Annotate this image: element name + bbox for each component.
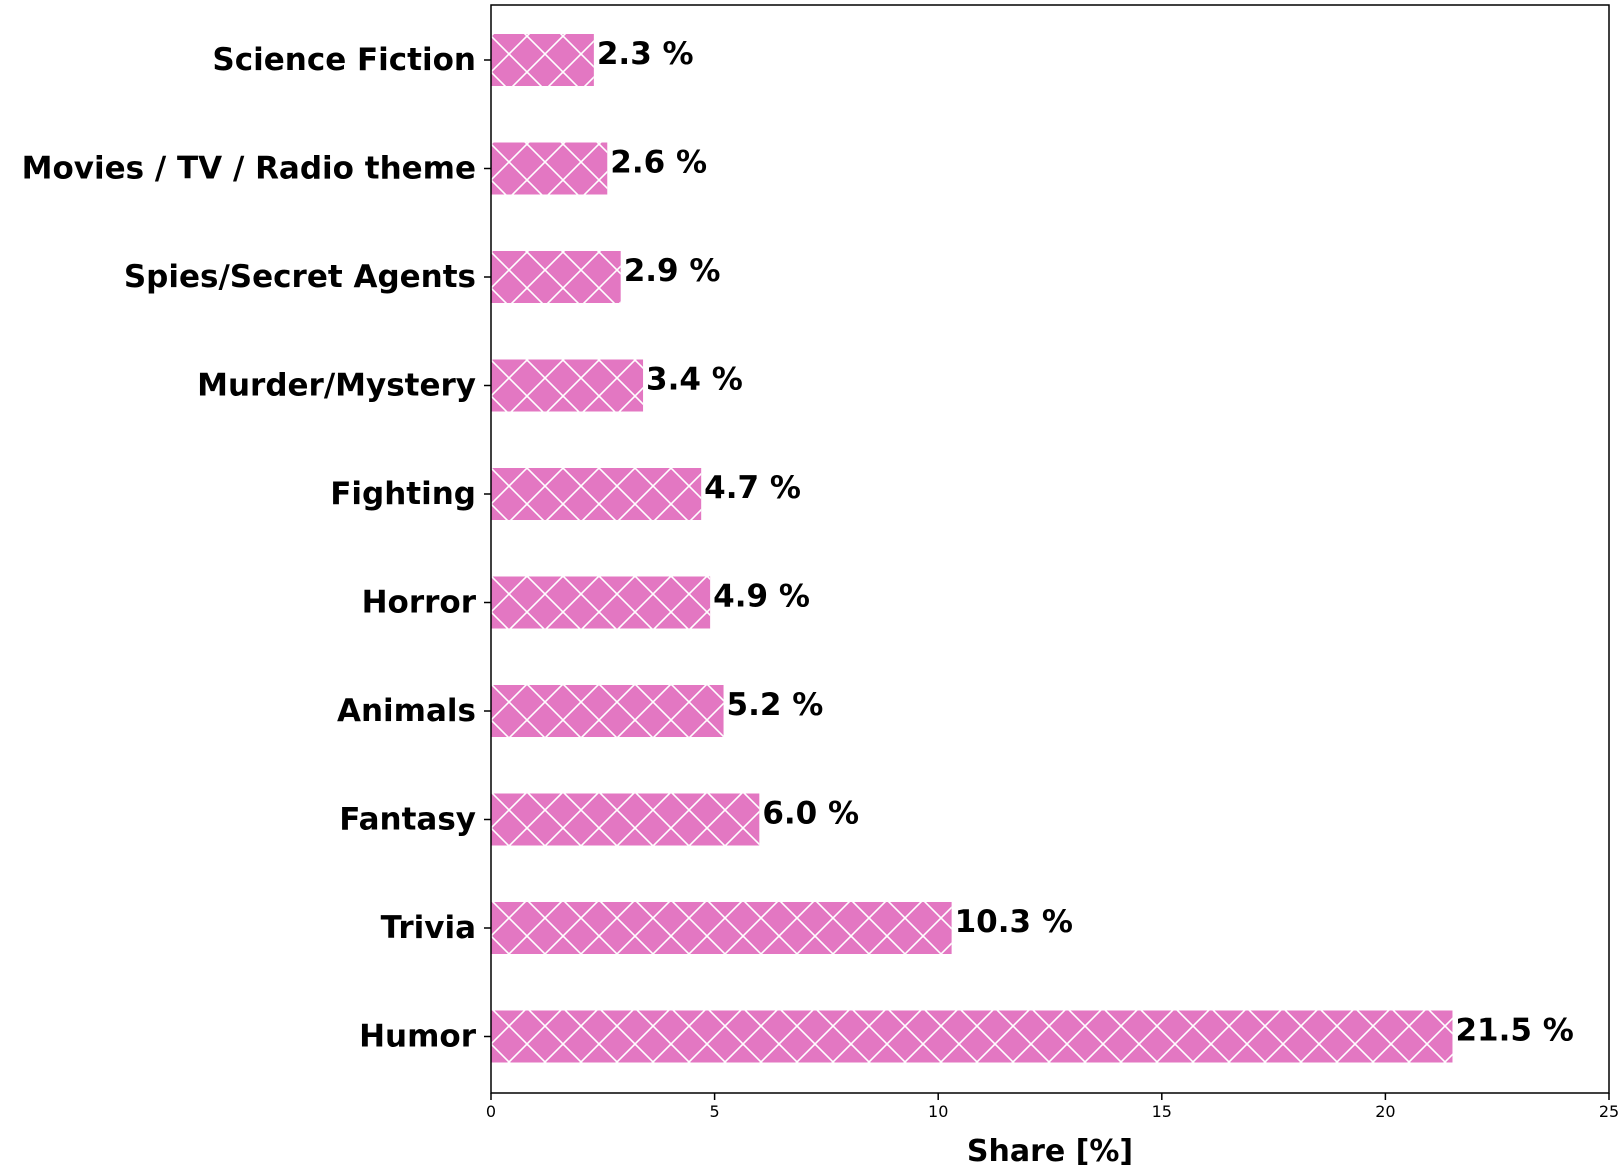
- category-label: Science Fiction: [212, 42, 476, 78]
- x-axis-title: Share [%]: [967, 1134, 1133, 1169]
- value-label: 3.4 %: [646, 362, 743, 398]
- value-label: 21.5 %: [1455, 1013, 1573, 1049]
- bar-hatch: [491, 685, 724, 737]
- plot-frame: [490, 4, 1610, 1094]
- bar-hatch: [491, 468, 702, 520]
- bars-layer: [491, 34, 1453, 1063]
- value-label: 4.9 %: [713, 579, 810, 615]
- value-label: 6.0 %: [762, 796, 859, 832]
- bar-hatch: [491, 793, 760, 846]
- category-label: Fantasy: [339, 802, 476, 838]
- value-label: 2.6 %: [610, 145, 707, 181]
- labels-layer: Science Fiction 2.3 % Movies / TV / Radio …: [22, 36, 1574, 1055]
- category-label: Horror: [362, 585, 477, 621]
- bar-hatch: [491, 34, 594, 86]
- value-label: 5.2 %: [727, 687, 824, 723]
- category-label: Murder/Mystery: [197, 368, 476, 404]
- value-label: 2.3 %: [597, 36, 694, 72]
- category-label: Animals: [337, 693, 476, 729]
- ticks-layer: 0 5 10 15 20 25: [484, 59, 1619, 1121]
- x-tick-label: 25: [1599, 1102, 1619, 1121]
- x-tick-label: 0: [486, 1102, 496, 1121]
- category-label: Trivia: [381, 910, 476, 946]
- category-label: Spies/Secret Agents: [124, 259, 476, 295]
- bar-hatch: [491, 576, 711, 629]
- bar-hatch: [491, 902, 952, 954]
- category-label: Fighting: [330, 476, 476, 512]
- category-label: Humor: [359, 1019, 477, 1055]
- bar-hatch: [491, 359, 644, 412]
- value-label: 4.7 %: [704, 470, 801, 506]
- value-label: 2.9 %: [624, 253, 721, 289]
- value-label: 10.3 %: [955, 904, 1073, 940]
- x-tick-label: 20: [1375, 1102, 1395, 1121]
- category-label: Movies / TV / Radio theme: [22, 151, 476, 187]
- bar-hatch: [491, 1010, 1453, 1063]
- bar-hatch: [491, 251, 621, 303]
- x-tick-label: 5: [710, 1102, 720, 1121]
- bar-hatch: [491, 142, 608, 195]
- x-tick-label: 10: [928, 1102, 948, 1121]
- x-tick-label: 15: [1152, 1102, 1172, 1121]
